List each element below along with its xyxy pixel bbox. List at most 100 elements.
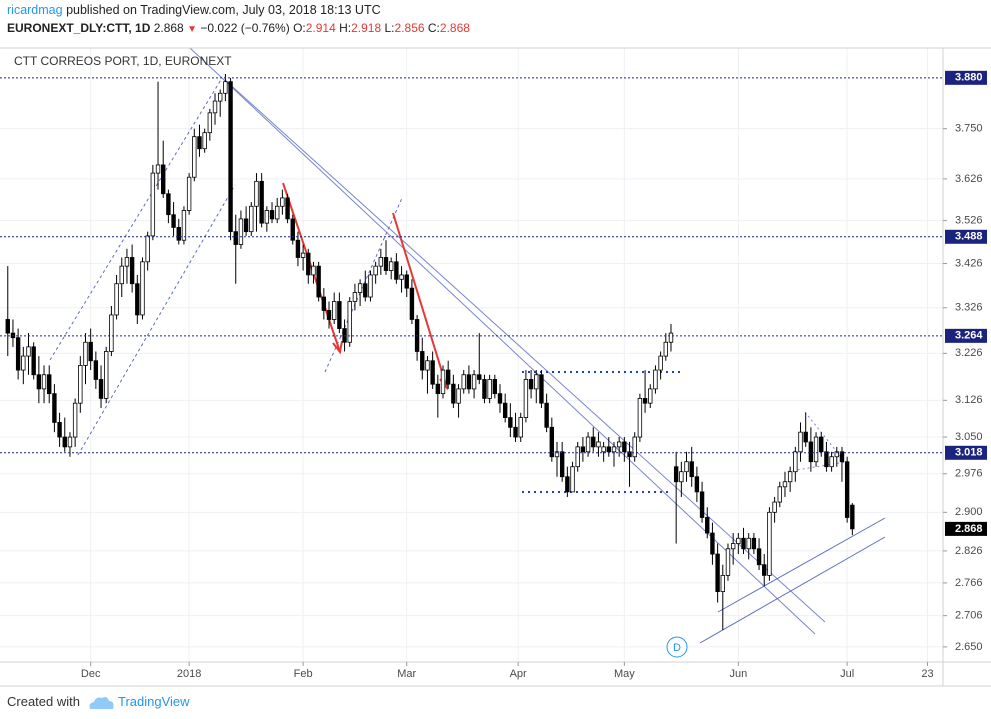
candle-body [254, 180, 259, 207]
candle-body [264, 210, 270, 224]
candle-body [528, 379, 534, 390]
candle-body [518, 417, 523, 438]
last-price-label: 2.868 [955, 523, 983, 535]
candle-body [782, 481, 788, 488]
candle-body [26, 346, 31, 357]
candle-body [591, 436, 596, 448]
candle-body [793, 451, 798, 473]
candle-body [129, 257, 135, 285]
candle-body [62, 436, 67, 448]
candle-body [777, 486, 782, 503]
chart-title: CTT CORREOS PORT, 1D, EURONEXT [14, 54, 232, 68]
triangle [784, 411, 846, 473]
high-label: H: [339, 21, 352, 35]
level-label-box [945, 70, 987, 85]
candle-body [295, 239, 301, 258]
level-label: 3.018 [955, 447, 983, 459]
candle-body [658, 355, 663, 371]
grid [0, 48, 943, 662]
candle-body [399, 274, 404, 280]
candle-body [104, 351, 109, 399]
x-tick-label: Apr [510, 668, 527, 680]
level-label-box [945, 229, 987, 244]
candle-body [47, 374, 52, 395]
y-tick-label: 2.766 [955, 577, 983, 589]
candle-body [124, 257, 130, 267]
red-arrow [392, 212, 448, 389]
candle-body [202, 132, 207, 150]
candle-body [502, 402, 508, 419]
x-tick-label: Feb [294, 668, 313, 680]
candle-body [710, 532, 715, 555]
tradingview-logo [89, 697, 114, 709]
candle-body [186, 176, 192, 211]
candle-body [31, 346, 36, 376]
candle-body [850, 504, 855, 530]
candle-body [601, 446, 606, 453]
y-tick-label: 2.826 [955, 545, 983, 557]
y-tick-label: 2.900 [955, 506, 983, 518]
candle-body [378, 257, 384, 267]
channel-line [224, 79, 826, 623]
candle-body [694, 476, 700, 493]
candle-body [730, 543, 736, 550]
candle-body [471, 374, 477, 390]
candle-body [456, 388, 461, 404]
level-label: 3.488 [955, 231, 983, 243]
footer-brand[interactable]: TradingView [118, 694, 190, 709]
candle-body [798, 431, 803, 453]
candle-body [176, 226, 181, 241]
candle-body [736, 537, 741, 544]
candle-body [803, 431, 808, 443]
candle-body [596, 441, 601, 448]
candle-body [482, 379, 487, 399]
candle-body [767, 511, 772, 576]
x-tick-label: Jun [729, 668, 747, 680]
candle-body [36, 374, 42, 390]
candle-body [679, 471, 684, 483]
x-tick-label: Jul [840, 668, 854, 680]
candle-body [461, 374, 466, 390]
candle-body [813, 436, 819, 463]
candle-body [668, 332, 674, 343]
candle-body [762, 564, 767, 576]
candle-body [409, 287, 415, 320]
candle-body [751, 537, 757, 550]
open-value: 2.914 [305, 21, 336, 35]
arrow-head [332, 340, 343, 355]
candle-body [363, 283, 368, 298]
candle-body [746, 537, 751, 550]
candle-body [306, 252, 311, 276]
candle-body [689, 461, 694, 478]
candle-body [627, 451, 632, 458]
candle-body [642, 398, 648, 404]
candle-body [513, 426, 518, 438]
candle-body [715, 553, 720, 592]
candle-body [445, 369, 451, 385]
x-tick-label: 23 [921, 668, 933, 680]
candle-body [420, 351, 425, 371]
candle-body [834, 451, 839, 458]
candle-body [373, 265, 378, 276]
candle-body [808, 441, 814, 463]
candle-body [425, 360, 430, 371]
candle-body [218, 92, 223, 102]
candle-body [119, 265, 124, 285]
candle-body [622, 441, 627, 453]
candle-body [440, 369, 446, 395]
change: −0.022 (−0.76%) [200, 21, 290, 35]
candle-body [207, 112, 213, 134]
candle-body [238, 218, 244, 245]
level-label: 3.880 [955, 72, 983, 84]
y-tick-label: 2.650 [955, 641, 983, 653]
candle-body [290, 218, 295, 241]
candle-body [72, 402, 78, 438]
symbol-line: EURONEXT_DLY:CTT, 1D 2.868 ▼ −0.022 (−0.… [7, 21, 470, 35]
candle-body [311, 265, 316, 276]
y-tick-label: 3.426 [955, 257, 983, 269]
candles [5, 73, 855, 631]
candle-body [150, 172, 156, 237]
candle-body [140, 261, 145, 316]
x-tick-label: May [614, 668, 635, 680]
support-line [699, 536, 886, 644]
